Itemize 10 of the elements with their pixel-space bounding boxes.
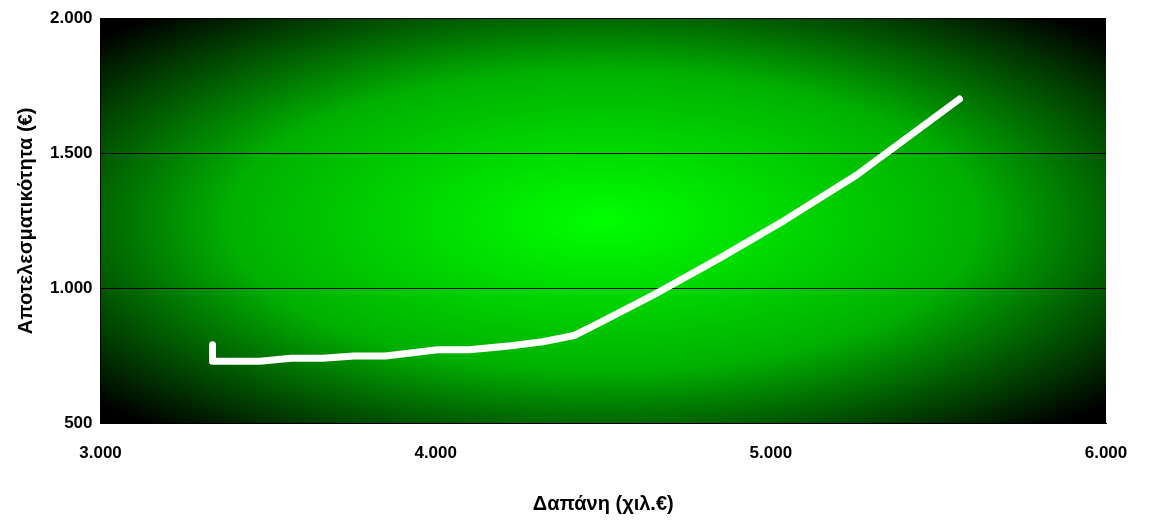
x-tick-label: 6.000 bbox=[1084, 443, 1128, 463]
y-tick-label: 500 bbox=[64, 413, 93, 433]
y-tick-label: 1.000 bbox=[49, 278, 93, 298]
x-tick-label: 4.000 bbox=[414, 443, 457, 463]
x-axis-title: Δαπάνη (χιλ.€) bbox=[532, 491, 674, 514]
y-tick-label: 2.000 bbox=[49, 7, 93, 27]
y-tick-label: 1.500 bbox=[49, 143, 93, 163]
x-tick-label: 5.000 bbox=[749, 443, 793, 463]
x-tick-label: 3.000 bbox=[79, 443, 122, 463]
y-axis-title: Αποτελεσματικότητα (€) bbox=[13, 107, 36, 335]
